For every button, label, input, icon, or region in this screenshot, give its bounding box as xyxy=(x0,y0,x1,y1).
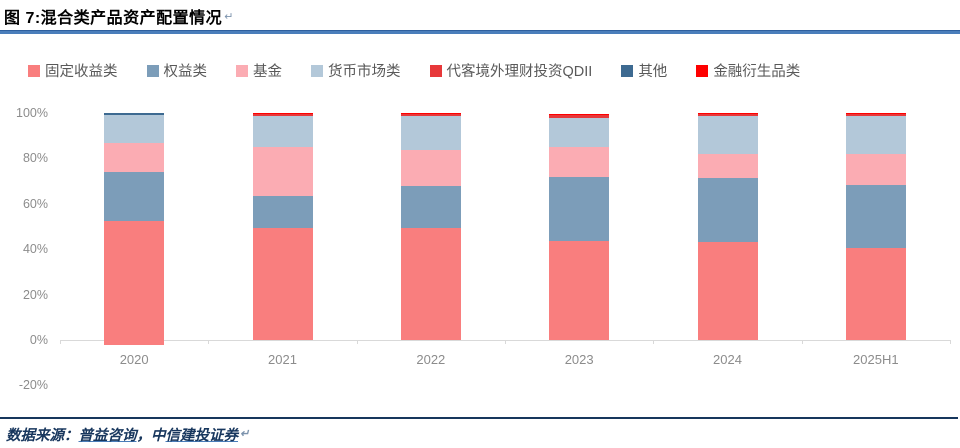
bar-segment-2022-基金 xyxy=(400,150,461,186)
legend-label: 固定收益类 xyxy=(45,64,118,80)
legend-item-2: 权益类 xyxy=(146,60,208,81)
legend-swatch-icon xyxy=(696,64,709,77)
x-axis-tick xyxy=(801,340,803,344)
bar-segment-2025H1-货币市场类 xyxy=(845,116,906,154)
bar-segment-2024-基金 xyxy=(697,153,758,178)
x-axis-tick xyxy=(950,340,951,344)
legend-swatch-icon xyxy=(236,64,248,77)
legend-swatch-icon xyxy=(311,64,323,77)
bar-segment-2025H1-金融衍生品类 xyxy=(845,113,906,115)
bar-segment-2023-代客境外理财投资QDII xyxy=(549,115,610,118)
legend-swatch-icon xyxy=(28,64,40,77)
bar-segment-2024-固定收益类 xyxy=(697,242,758,340)
bar-segment-2021-基金 xyxy=(252,147,313,196)
legend-swatch-icon xyxy=(621,64,634,77)
figure-title: 图 7:混合类产品资产配置情况 xyxy=(4,10,223,27)
x-axis-tick xyxy=(505,340,506,344)
title-divider-line xyxy=(0,30,960,34)
bar-segment-2020-货币市场类 xyxy=(104,115,165,143)
y-axis-tick-label: 0% xyxy=(29,333,48,347)
bar-segment-2023-货币市场类 xyxy=(549,117,610,148)
bar-segment-2021-货币市场类 xyxy=(252,116,313,148)
x-axis-category-label: 2024 xyxy=(713,352,742,367)
bar-segment-2023-金融衍生品类 xyxy=(549,114,610,116)
legend-item-7: 金融衍生品类 xyxy=(696,60,800,81)
x-axis-tick xyxy=(208,340,210,344)
legend-swatch-icon xyxy=(146,64,159,77)
x-axis-tick xyxy=(653,340,655,344)
bar-segment-2022-金融衍生品类 xyxy=(400,113,461,115)
y-axis-tick-label: 60% xyxy=(22,196,48,211)
chart-legend: 固定收益类 权益类 基金 货币市场类 代客境外理财投资QDII 其他 金融衍生品类 xyxy=(28,60,958,81)
bar-segment-2024-权益类 xyxy=(697,177,758,243)
data-source-prefix: 数据来源： xyxy=(6,428,79,444)
legend-label: 货币市场类 xyxy=(328,64,401,80)
source-link-puyi[interactable]: 普益咨询 xyxy=(78,428,137,444)
bar-segment-2022-权益类 xyxy=(400,185,461,228)
bar-segment-2021-金融衍生品类 xyxy=(252,113,313,114)
legend-item-3: 基金 xyxy=(236,60,282,81)
x-axis-category-label: 2021 xyxy=(268,352,297,367)
x-axis-tick xyxy=(60,340,61,344)
bar-segment-2021-代客境外理财投资QDII xyxy=(252,113,313,117)
y-axis-tick-label: 40% xyxy=(22,242,48,257)
bar-segment-2021-固定收益类 xyxy=(252,227,313,340)
legend-label: 基金 xyxy=(253,64,282,80)
legend-item-1: 固定收益类 xyxy=(28,60,118,81)
data-source-line: 数据来源：普益咨询，中信建投证券 ↵ xyxy=(6,424,249,445)
bar-segment-2020-其他 xyxy=(104,113,165,116)
legend-label: 权益类 xyxy=(163,64,208,80)
bar-segment-2025H1-基金 xyxy=(845,153,906,185)
bar-segment-2022-货币市场类 xyxy=(400,116,461,151)
legend-label: 其他 xyxy=(638,64,668,80)
bar-segment-2024-代客境外理财投资QDII xyxy=(697,114,758,117)
bar-segment-2020-基金 xyxy=(104,142,165,172)
source-link-csc[interactable]: 信建投证券 xyxy=(165,428,239,444)
y-axis-tick-label: 100% xyxy=(16,106,48,120)
bar-segment-2024-货币市场类 xyxy=(697,116,758,154)
legend-item-4: 货币市场类 xyxy=(311,60,401,81)
footer-return-mark: ↵ xyxy=(240,428,250,440)
bar-segment-2025H1-代客境外理财投资QDII xyxy=(845,114,906,117)
bar-segment-2020-权益类 xyxy=(104,172,165,221)
bar-segment-2025H1-固定收益类 xyxy=(845,248,906,340)
bar-segment-2021-权益类 xyxy=(252,195,313,228)
footer-divider-line xyxy=(0,417,958,419)
x-axis-category-label: 2022 xyxy=(416,352,446,367)
legend-label: 代客境外理财投资QDII xyxy=(446,64,593,80)
bar-segment-2022-固定收益类 xyxy=(400,227,461,340)
x-axis-category-label: 2023 xyxy=(564,352,594,367)
bar-segment-2024-其他 xyxy=(697,113,758,115)
legend-swatch-icon xyxy=(429,64,442,77)
y-axis-tick-label: -20% xyxy=(18,378,48,393)
x-axis-tick xyxy=(356,340,358,344)
bar-segment-2023-权益类 xyxy=(549,176,610,242)
bar-segment-2022-代客境外理财投资QDII xyxy=(400,114,461,117)
bar-segment-2020-固定收益类 xyxy=(104,220,165,345)
data-source-separator: ， xyxy=(136,428,152,444)
bar-segment-2023-固定收益类 xyxy=(549,241,610,340)
figure-title-row: 图 7:混合类产品资产配置情况 ↵ xyxy=(4,4,233,28)
paragraph-return-mark: ↵ xyxy=(224,11,234,23)
y-axis-tick-label: 80% xyxy=(22,151,48,166)
source-text-zhong: 中 xyxy=(151,428,166,444)
y-axis-tick-label: 20% xyxy=(22,287,48,302)
x-axis-category-label: 2020 xyxy=(119,352,149,367)
bar-segment-2025H1-权益类 xyxy=(845,184,906,249)
legend-label: 金融衍生品类 xyxy=(713,64,801,80)
bar-segment-2023-基金 xyxy=(549,147,610,177)
x-axis-category-label: 2025H1 xyxy=(853,352,899,367)
legend-item-5: 代客境外理财投资QDII xyxy=(429,60,593,81)
legend-item-6: 其他 xyxy=(621,60,667,81)
